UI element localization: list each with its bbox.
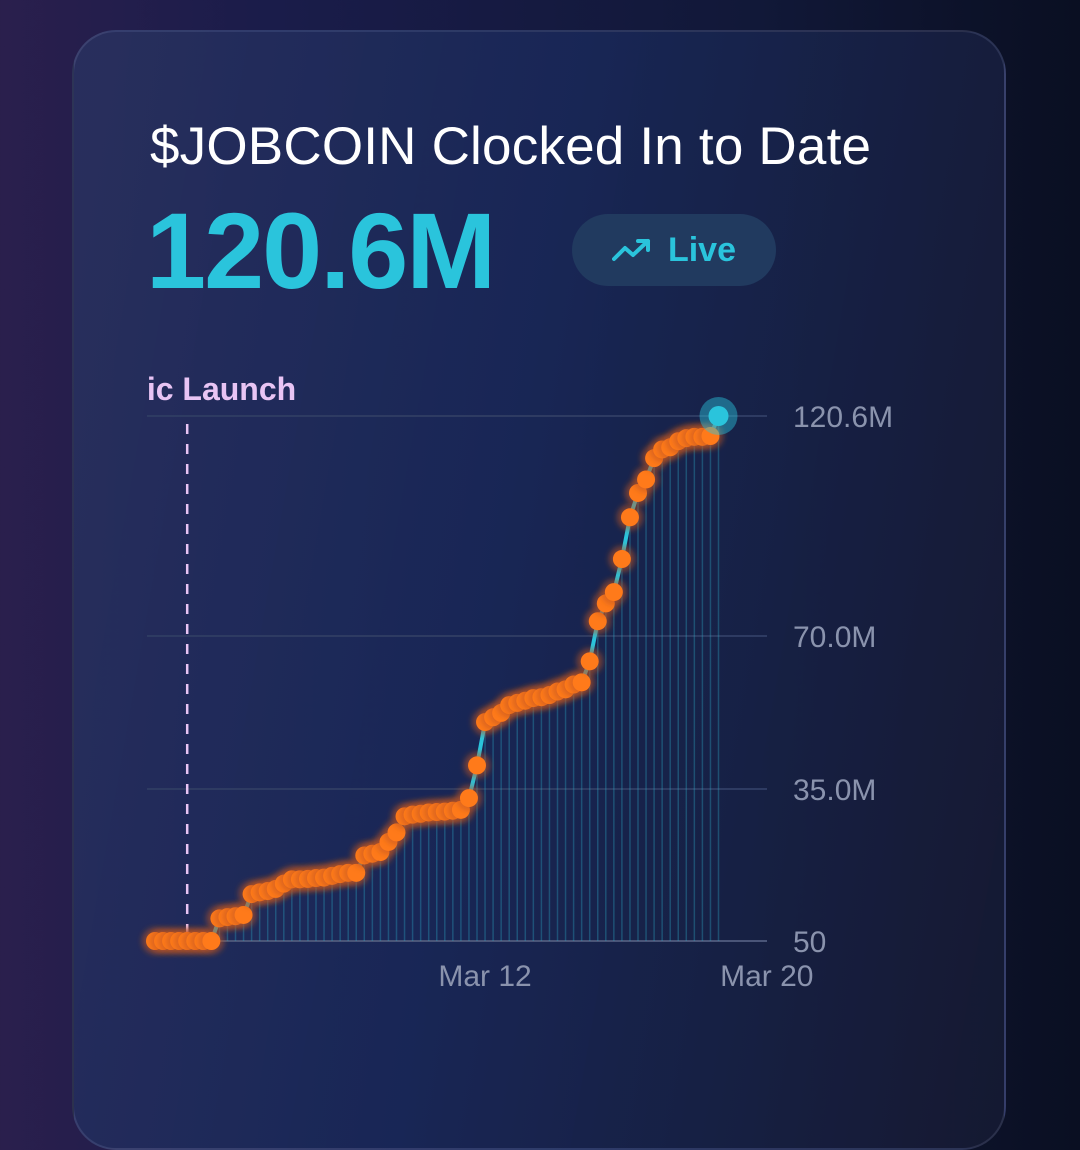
latest-point: [699, 397, 738, 435]
trending-up-icon: [611, 237, 652, 263]
stats-card: $JOBCOIN Clocked In to Date 120.6M Live: [72, 30, 1006, 1150]
live-label: Live: [667, 230, 737, 269]
total-value: 120.6M: [146, 190, 496, 311]
y-tick-label: 70.0M: [793, 621, 876, 654]
data-point: [198, 928, 225, 954]
x-tick-label: Mar 20: [720, 960, 813, 993]
y-tick-label: 120.6M: [793, 401, 893, 434]
x-tick-label: Mar 12: [438, 960, 531, 993]
data-point: [616, 504, 643, 531]
y-tick-label: 35.0M: [793, 774, 876, 807]
data-point: [600, 579, 627, 606]
data-point: [608, 546, 635, 573]
data-point: [697, 423, 724, 449]
data-point: [464, 752, 490, 779]
data-point: [230, 901, 257, 928]
data-point: [455, 785, 482, 812]
annotation-label: Public Launch: [78, 371, 297, 407]
live-badge[interactable]: Live: [572, 214, 776, 286]
data-point: [568, 669, 595, 696]
data-point: [633, 466, 660, 493]
card-title: $JOBCOIN Clocked In to Date: [150, 117, 872, 176]
y-tick-label: 50: [793, 926, 826, 959]
cumulative-line-chart: Public Launch 50 35.0M 70.0M 120.6M Mar 12 Ma…: [78, 371, 893, 993]
data-point: [576, 648, 603, 675]
